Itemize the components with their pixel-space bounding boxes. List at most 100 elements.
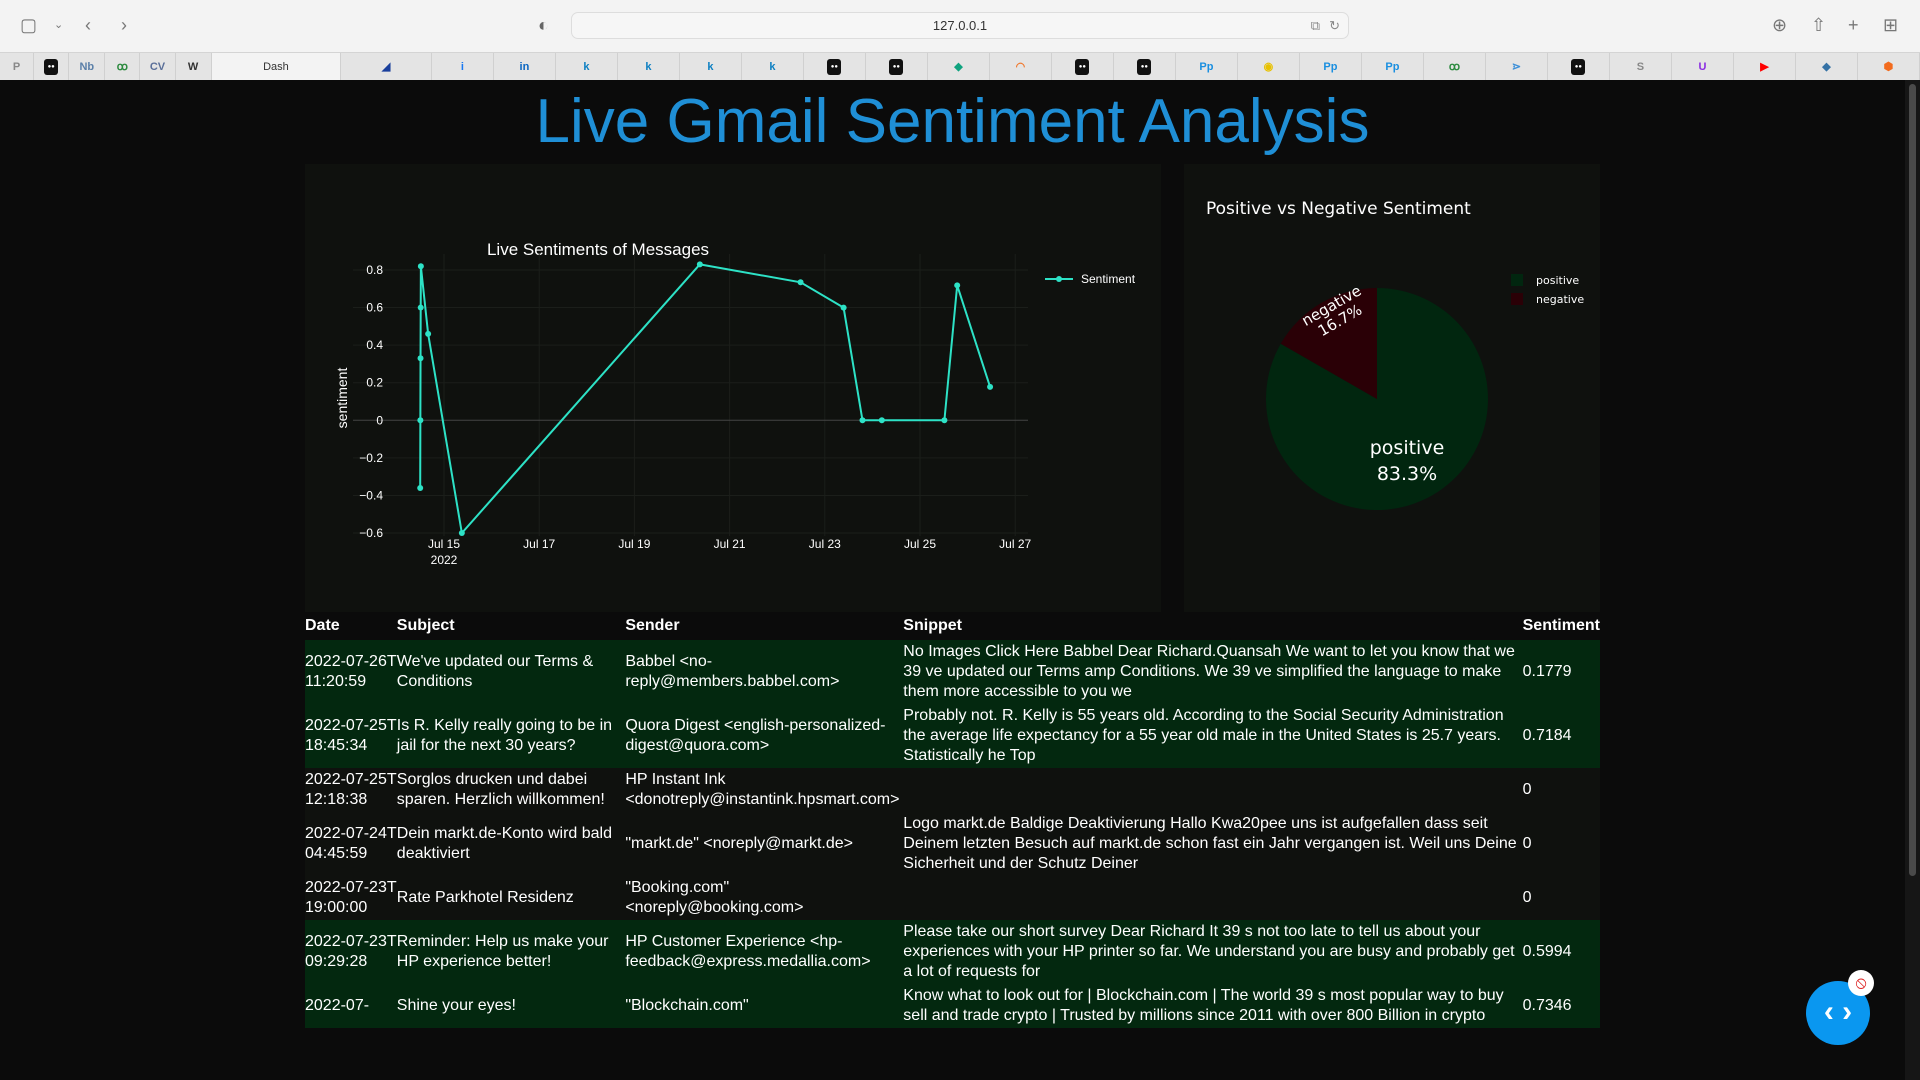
scrollbar-thumb[interactable] — [1909, 84, 1916, 876]
bookmark-item[interactable]: ◉ — [1238, 53, 1300, 80]
data-point — [458, 530, 465, 537]
bookmark-item[interactable]: ⬢ — [1858, 53, 1920, 80]
bookmark-item[interactable]: Nb — [69, 53, 106, 80]
bookmark-item[interactable]: ◠ — [990, 53, 1052, 80]
new-tab-icon[interactable]: + — [1848, 15, 1859, 35]
table-row: 2022-07-23T19:00:00 Rate Parkhotel Reside… — [305, 876, 1600, 920]
bookmark-item[interactable]: W — [176, 53, 212, 80]
bookmark-item[interactable]: i — [432, 53, 494, 80]
bookmark-item[interactable]: ◆ — [1796, 53, 1858, 80]
bookmark-item[interactable]: ●● — [1114, 53, 1176, 80]
y-tick-label: 0 — [376, 413, 383, 427]
legend-swatch — [1511, 293, 1523, 305]
cell-snippet: Please take our short survey Dear Richar… — [903, 920, 1523, 984]
x-tick-label: Jul 17 — [523, 537, 555, 551]
cell-date: 2022-07-26T11:20:59 — [305, 640, 397, 704]
bookmark-favicon-icon: ●● — [1137, 58, 1152, 75]
bookmark-item[interactable]: in — [494, 53, 556, 80]
cell-snippet — [903, 768, 1523, 812]
cell-sentiment: 0 — [1522, 812, 1600, 876]
bookmark-item[interactable]: ꝏ — [1424, 53, 1486, 80]
cell-sentiment: 0.7346 — [1522, 984, 1600, 1028]
bookmark-favicon-icon: Pp — [1323, 60, 1338, 73]
x-tick-label: Jul 15 — [428, 537, 460, 551]
bookmark-item[interactable]: P — [0, 53, 35, 80]
bookmark-item[interactable]: k — [680, 53, 742, 80]
back-icon[interactable]: ‹ — [85, 15, 91, 35]
bookmark-item[interactable]: ◆ — [928, 53, 990, 80]
bookmark-favicon-icon: ●● — [889, 58, 904, 75]
header-sender[interactable]: Sender — [625, 612, 904, 640]
bookmark-favicon-icon: ◉ — [1263, 60, 1274, 73]
data-point — [417, 417, 424, 424]
cell-sentiment: 0.7184 — [1522, 704, 1600, 768]
cell-snippet: Know what to look out for | Blockchain.c… — [903, 984, 1523, 1028]
bookmark-favicon-icon: ●● — [827, 58, 842, 75]
error-badge-icon[interactable]: ⦸ — [1848, 970, 1874, 996]
tab-dash[interactable]: Dash — [211, 53, 342, 80]
table-header-row: Date Subject Sender Snippet Sentiment — [305, 612, 1600, 640]
shield-icon[interactable]: ◐ — [538, 15, 549, 35]
sentiment-line-chart[interactable]: Live Sentiments of Messages Jul 15 Jul 17 J… — [305, 164, 1161, 612]
bookmark-item[interactable]: ⋗ — [1486, 53, 1548, 80]
header-subject[interactable]: Subject — [396, 612, 626, 640]
translate-icon[interactable]: ⧉ — [1310, 18, 1320, 33]
tab-overview-icon[interactable]: ⊞ — [1883, 15, 1899, 35]
bookmark-favicon-icon: W — [187, 60, 199, 73]
x-tick-label: Jul 23 — [809, 537, 841, 551]
bookmark-item[interactable]: ●● — [1052, 53, 1114, 80]
data-point — [797, 279, 804, 286]
header-snippet[interactable]: Snippet — [903, 612, 1523, 640]
data-point — [954, 282, 961, 289]
dash-tab-label: Dash — [263, 60, 289, 73]
bookmark-item[interactable]: ●● — [804, 53, 866, 80]
cell-subject: Rate Parkhotel Residenz — [396, 876, 626, 920]
share-icon[interactable]: ⇧ — [1811, 15, 1827, 35]
legend-label: positive — [1536, 274, 1579, 287]
cell-date: 2022-07- — [305, 984, 397, 1028]
cell-sender: Quora Digest <english-personalized-diges… — [625, 704, 904, 768]
browser-toolbar: ▢ ⌄ ‹ › ◐ 127.0.0.1 ⧉ ↻ ⊕ ⇧ + ⊞ — [0, 0, 1920, 52]
page-scrollbar[interactable] — [1905, 80, 1920, 1080]
bookmark-item[interactable]: k — [556, 53, 618, 80]
x-tick-label: Jul 27 — [999, 537, 1031, 551]
bookmark-item[interactable]: ●● — [34, 53, 70, 80]
bookmark-item[interactable]: k — [618, 53, 680, 80]
bookmark-item[interactable]: U — [1672, 53, 1734, 80]
header-date[interactable]: Date — [305, 612, 397, 640]
bookmark-favicon-icon: U — [1698, 60, 1707, 73]
bookmark-favicon-icon: ⋗ — [1511, 60, 1522, 73]
pie-title: Positive vs Negative Sentiment — [1206, 199, 1471, 219]
sentiment-pie-chart[interactable]: Positive vs Negative Sentiment positive 83… — [1184, 164, 1600, 612]
download-icon[interactable]: ⊕ — [1772, 15, 1788, 35]
bookmark-item[interactable]: ▶ — [1734, 53, 1796, 80]
bookmark-item[interactable]: ꝏ — [105, 53, 141, 80]
header-sentiment[interactable]: Sentiment — [1522, 612, 1600, 640]
reload-icon[interactable]: ↻ — [1329, 18, 1340, 33]
table-row: 2022-07-25T12:18:38 Sorglos drucken und d… — [305, 768, 1600, 812]
bookmark-item[interactable]: ●● — [866, 53, 928, 80]
bookmark-item[interactable]: Pp — [1300, 53, 1362, 80]
bookmark-item[interactable]: ◢ — [341, 53, 432, 80]
address-bar[interactable]: 127.0.0.1 ⧉ ↻ — [571, 12, 1349, 39]
y-tick-label: 0.8 — [366, 263, 383, 277]
bookmark-item[interactable]: S — [1610, 53, 1672, 80]
data-point — [417, 304, 424, 311]
bookmark-favicon-icon: k — [645, 60, 652, 73]
bookmark-item[interactable]: k — [742, 53, 804, 80]
bookmark-item[interactable]: Pp — [1362, 53, 1424, 80]
chevron-down-icon[interactable]: ⌄ — [54, 19, 64, 31]
cell-sender: "markt.de" <noreply@markt.de> — [625, 812, 904, 876]
cell-sender: HP Instant Ink <donotreply@instantink.hp… — [625, 768, 904, 812]
forward-icon[interactable]: › — [121, 15, 127, 35]
messages-table: Date Subject Sender Snippet Sentiment 20… — [305, 612, 1600, 1028]
bookmark-item[interactable]: Pp — [1176, 53, 1238, 80]
sidebar-toggle-icon[interactable]: ▢ — [20, 15, 38, 35]
bookmark-item[interactable]: CV — [140, 53, 176, 80]
cell-sender: Babbel <no-reply@members.babbel.com> — [625, 640, 904, 704]
bookmark-item[interactable]: ●● — [1548, 53, 1610, 80]
cell-date: 2022-07-24T04:45:59 — [305, 812, 397, 876]
chart-title: Live Sentiments of Messages — [487, 240, 709, 259]
data-point — [941, 417, 948, 424]
y-tick-label: 0.2 — [366, 376, 383, 390]
